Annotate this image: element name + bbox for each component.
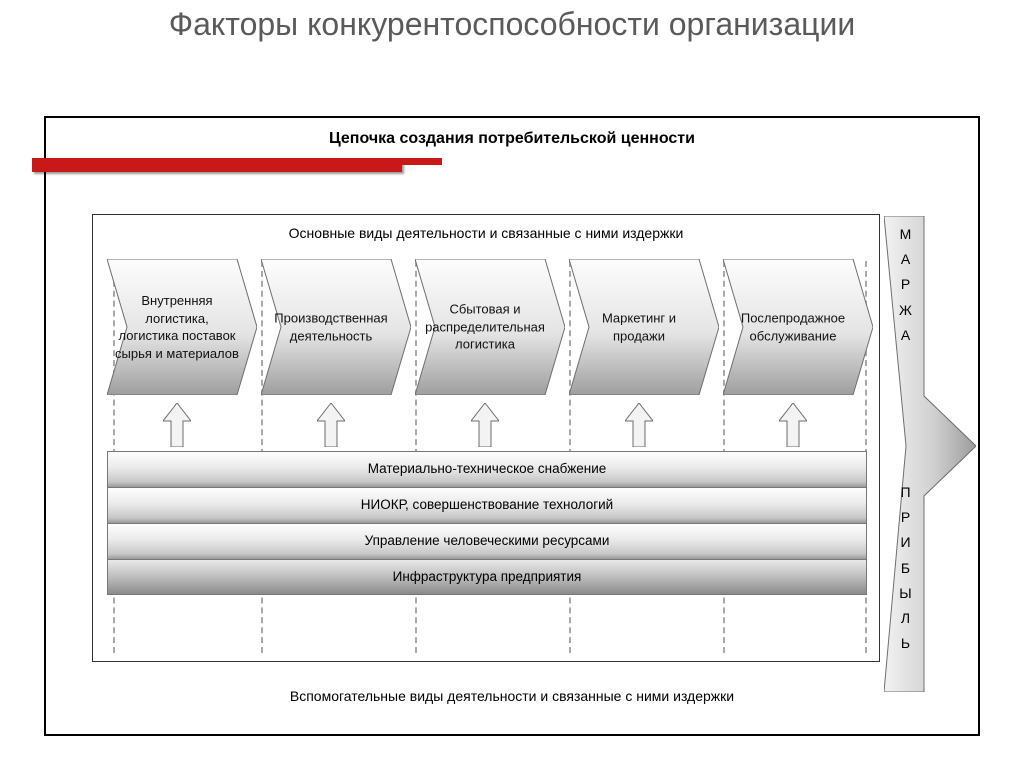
profit-label: П Р И Б Ы Л Ь — [892, 480, 920, 656]
primary-activity-ops: Производственная деятельность — [261, 259, 411, 395]
support-activity-1: НИОКР, совершенствование технологий — [107, 488, 867, 524]
outer-frame: Цепочка создания потребительской ценност… — [44, 116, 980, 736]
auxiliary-caption: Вспомогательные виды деятельности и связ… — [46, 688, 978, 704]
page-title: Факторы конкурентоспособности организаци… — [0, 0, 1024, 46]
up-arrow-icon — [625, 403, 653, 447]
support-activity-0: Материально-техническое снабжение — [107, 451, 867, 488]
margin-label: М А Р Ж А — [892, 222, 920, 348]
margin-profit-arrow: М А Р Ж А П Р И Б Ы Л Ь — [884, 216, 976, 692]
subtitle: Цепочка создания потребительской ценност… — [46, 118, 978, 158]
primary-activity-inbound: Внутренняя логистика, логистика поставок… — [107, 259, 257, 395]
up-arrow-icon — [471, 403, 499, 447]
support-activity-3: Инфраструктура предприятия — [107, 560, 867, 596]
primary-activities-row: Внутренняя логистика, логистика поставок… — [107, 259, 867, 399]
primary-caption: Основные виды деятельности и связанные с… — [93, 215, 879, 249]
up-arrow-icon — [779, 403, 807, 447]
support-activities: Материально-техническое снабжениеНИОКР, … — [107, 451, 867, 595]
primary-activity-mkt: Маркетинг и продажи — [569, 259, 719, 395]
primary-activity-outbound: Сбытовая и распределительная логистика — [415, 259, 565, 395]
accent-bar — [46, 158, 978, 180]
up-arrow-icon — [163, 403, 191, 447]
support-activity-2: Управление человеческими ресурсами — [107, 524, 867, 560]
diagram-area: М А Р Ж А П Р И Б Ы Л Ь Основные виды де… — [46, 198, 978, 718]
inner-frame: Основные виды деятельности и связанные с… — [92, 214, 880, 662]
primary-activity-service: Послепродажное обслуживание — [723, 259, 873, 395]
up-arrow-icon — [317, 403, 345, 447]
